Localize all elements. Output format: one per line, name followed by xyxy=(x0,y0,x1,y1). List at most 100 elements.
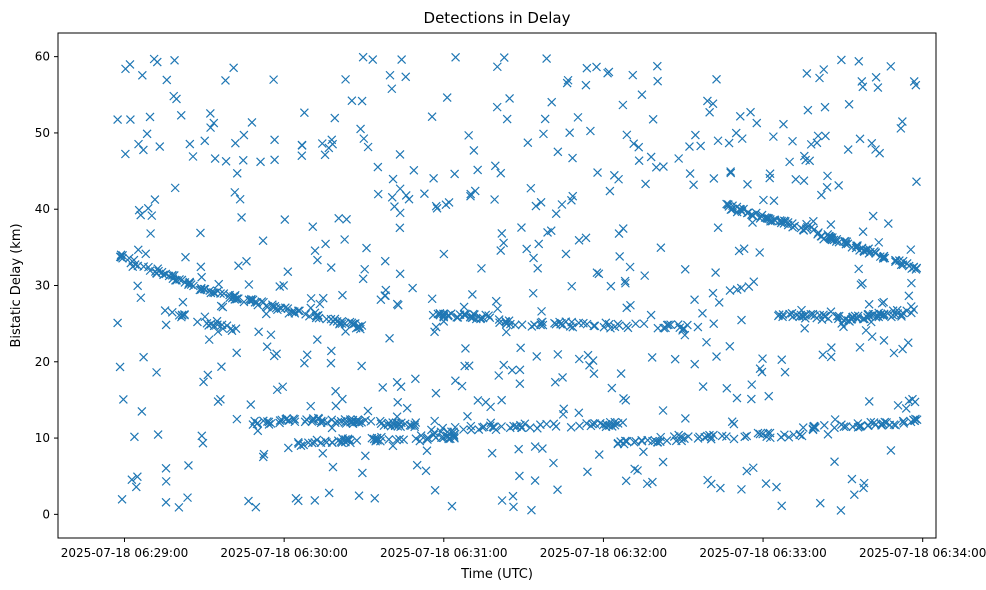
clutter-point xyxy=(387,192,397,202)
track-point xyxy=(740,432,750,442)
clutter-point xyxy=(527,505,536,515)
clutter-point xyxy=(161,476,171,486)
clutter-point xyxy=(328,462,338,472)
clutter-point xyxy=(217,362,226,372)
track-point xyxy=(898,416,908,426)
clutter-point xyxy=(204,335,214,345)
clutter-point xyxy=(499,360,509,370)
track-point xyxy=(729,434,739,444)
clutter-point xyxy=(234,261,243,271)
clutter-point xyxy=(409,165,419,175)
clutter-point xyxy=(819,234,829,244)
track-point xyxy=(294,439,304,449)
clutter-point xyxy=(748,463,758,473)
clutter-point xyxy=(392,412,402,422)
clutter-point xyxy=(531,201,541,211)
clutter-point xyxy=(737,484,746,494)
track-point xyxy=(614,321,624,331)
clutter-point xyxy=(308,222,318,232)
clutter-point xyxy=(830,457,839,467)
track-point xyxy=(558,320,568,330)
clutter-point xyxy=(638,447,648,457)
clutter-point xyxy=(359,134,369,144)
clutter-point xyxy=(447,501,457,511)
clutter-point xyxy=(618,224,628,234)
track-point xyxy=(664,320,673,330)
clutter-point xyxy=(203,370,213,380)
clutter-point xyxy=(419,189,429,199)
clutter-point xyxy=(318,448,328,458)
clutter-point xyxy=(161,463,171,473)
clutter-point xyxy=(145,112,155,122)
track-point xyxy=(567,317,577,327)
clutter-point xyxy=(430,327,439,337)
track-point xyxy=(871,420,880,430)
clutter-point xyxy=(592,268,602,278)
track-point xyxy=(798,423,808,432)
clutter-point xyxy=(469,146,479,155)
clutter-point xyxy=(395,269,405,279)
clutter-point xyxy=(737,315,746,325)
clutter-point xyxy=(431,201,441,211)
clutter-point xyxy=(732,393,742,403)
y-axis-label: Bistatic Delay (km) xyxy=(9,223,24,347)
clutter-point xyxy=(493,304,503,314)
clutter-point xyxy=(690,130,700,140)
clutter-point xyxy=(432,203,442,213)
track-point xyxy=(295,306,304,316)
clutter-point xyxy=(136,210,146,220)
clutter-point xyxy=(492,102,502,112)
clutter-point xyxy=(118,395,128,404)
track-point xyxy=(831,237,841,247)
clutter-point xyxy=(150,195,160,205)
track-point xyxy=(384,434,394,444)
clutter-point xyxy=(886,61,896,71)
track-point xyxy=(853,311,863,321)
clutter-point xyxy=(604,67,614,77)
track-point xyxy=(616,437,626,446)
track-point xyxy=(213,320,222,330)
clutter-point xyxy=(826,343,836,353)
track-point xyxy=(488,422,498,432)
clutter-point xyxy=(184,461,193,470)
clutter-point xyxy=(911,265,921,274)
track-point xyxy=(575,421,584,431)
clutter-point xyxy=(450,376,460,386)
track-point xyxy=(355,322,364,332)
track-point xyxy=(410,422,420,432)
track-point xyxy=(788,312,798,322)
clutter-point xyxy=(706,432,716,442)
clutter-point xyxy=(820,102,830,112)
clutter-point xyxy=(492,62,502,72)
clutter-point xyxy=(327,135,337,145)
track-point xyxy=(795,430,805,440)
track-point xyxy=(763,213,772,223)
track-point xyxy=(193,317,202,327)
track-point xyxy=(311,311,321,321)
clutter-point xyxy=(170,55,179,65)
clutter-point xyxy=(854,56,864,66)
clutter-point xyxy=(331,386,341,396)
clutter-point xyxy=(490,161,500,171)
clutter-point xyxy=(494,371,504,380)
clutter-point xyxy=(266,330,276,340)
clutter-point xyxy=(542,54,552,63)
track-point xyxy=(892,305,902,315)
clutter-point xyxy=(206,123,215,133)
track-point xyxy=(879,251,889,261)
clutter-point xyxy=(537,306,546,316)
clutter-point xyxy=(354,491,364,501)
clutter-point xyxy=(134,205,144,215)
clutter-point xyxy=(461,343,470,353)
track-point xyxy=(787,219,797,228)
track-point xyxy=(124,253,134,263)
clutter-point xyxy=(904,291,914,301)
track-point xyxy=(352,436,362,445)
clutter-point xyxy=(673,320,683,329)
clutter-point xyxy=(725,286,735,296)
track-point xyxy=(196,283,206,293)
track-point xyxy=(293,437,303,447)
track-point xyxy=(833,314,843,324)
track-point xyxy=(776,432,786,442)
